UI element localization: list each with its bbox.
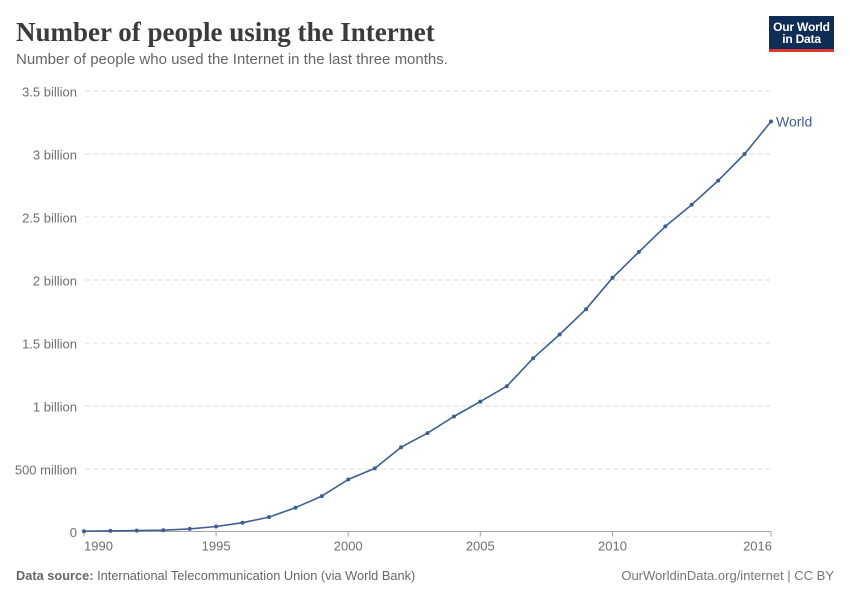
svg-text:3.5 billion: 3.5 billion: [22, 85, 77, 100]
svg-text:2016: 2016: [743, 539, 772, 554]
svg-text:1990: 1990: [84, 539, 113, 554]
svg-text:2 billion: 2 billion: [33, 274, 77, 289]
svg-text:1 billion: 1 billion: [33, 400, 77, 415]
svg-text:World: World: [776, 114, 812, 130]
svg-text:1995: 1995: [202, 539, 231, 554]
svg-text:2000: 2000: [334, 539, 363, 554]
svg-text:3 billion: 3 billion: [33, 148, 77, 163]
svg-text:500 million: 500 million: [15, 463, 77, 478]
svg-text:2005: 2005: [466, 539, 495, 554]
svg-text:2010: 2010: [598, 539, 627, 554]
svg-text:0: 0: [70, 525, 77, 540]
svg-text:1.5 billion: 1.5 billion: [22, 337, 77, 352]
svg-text:2.5 billion: 2.5 billion: [22, 211, 77, 226]
